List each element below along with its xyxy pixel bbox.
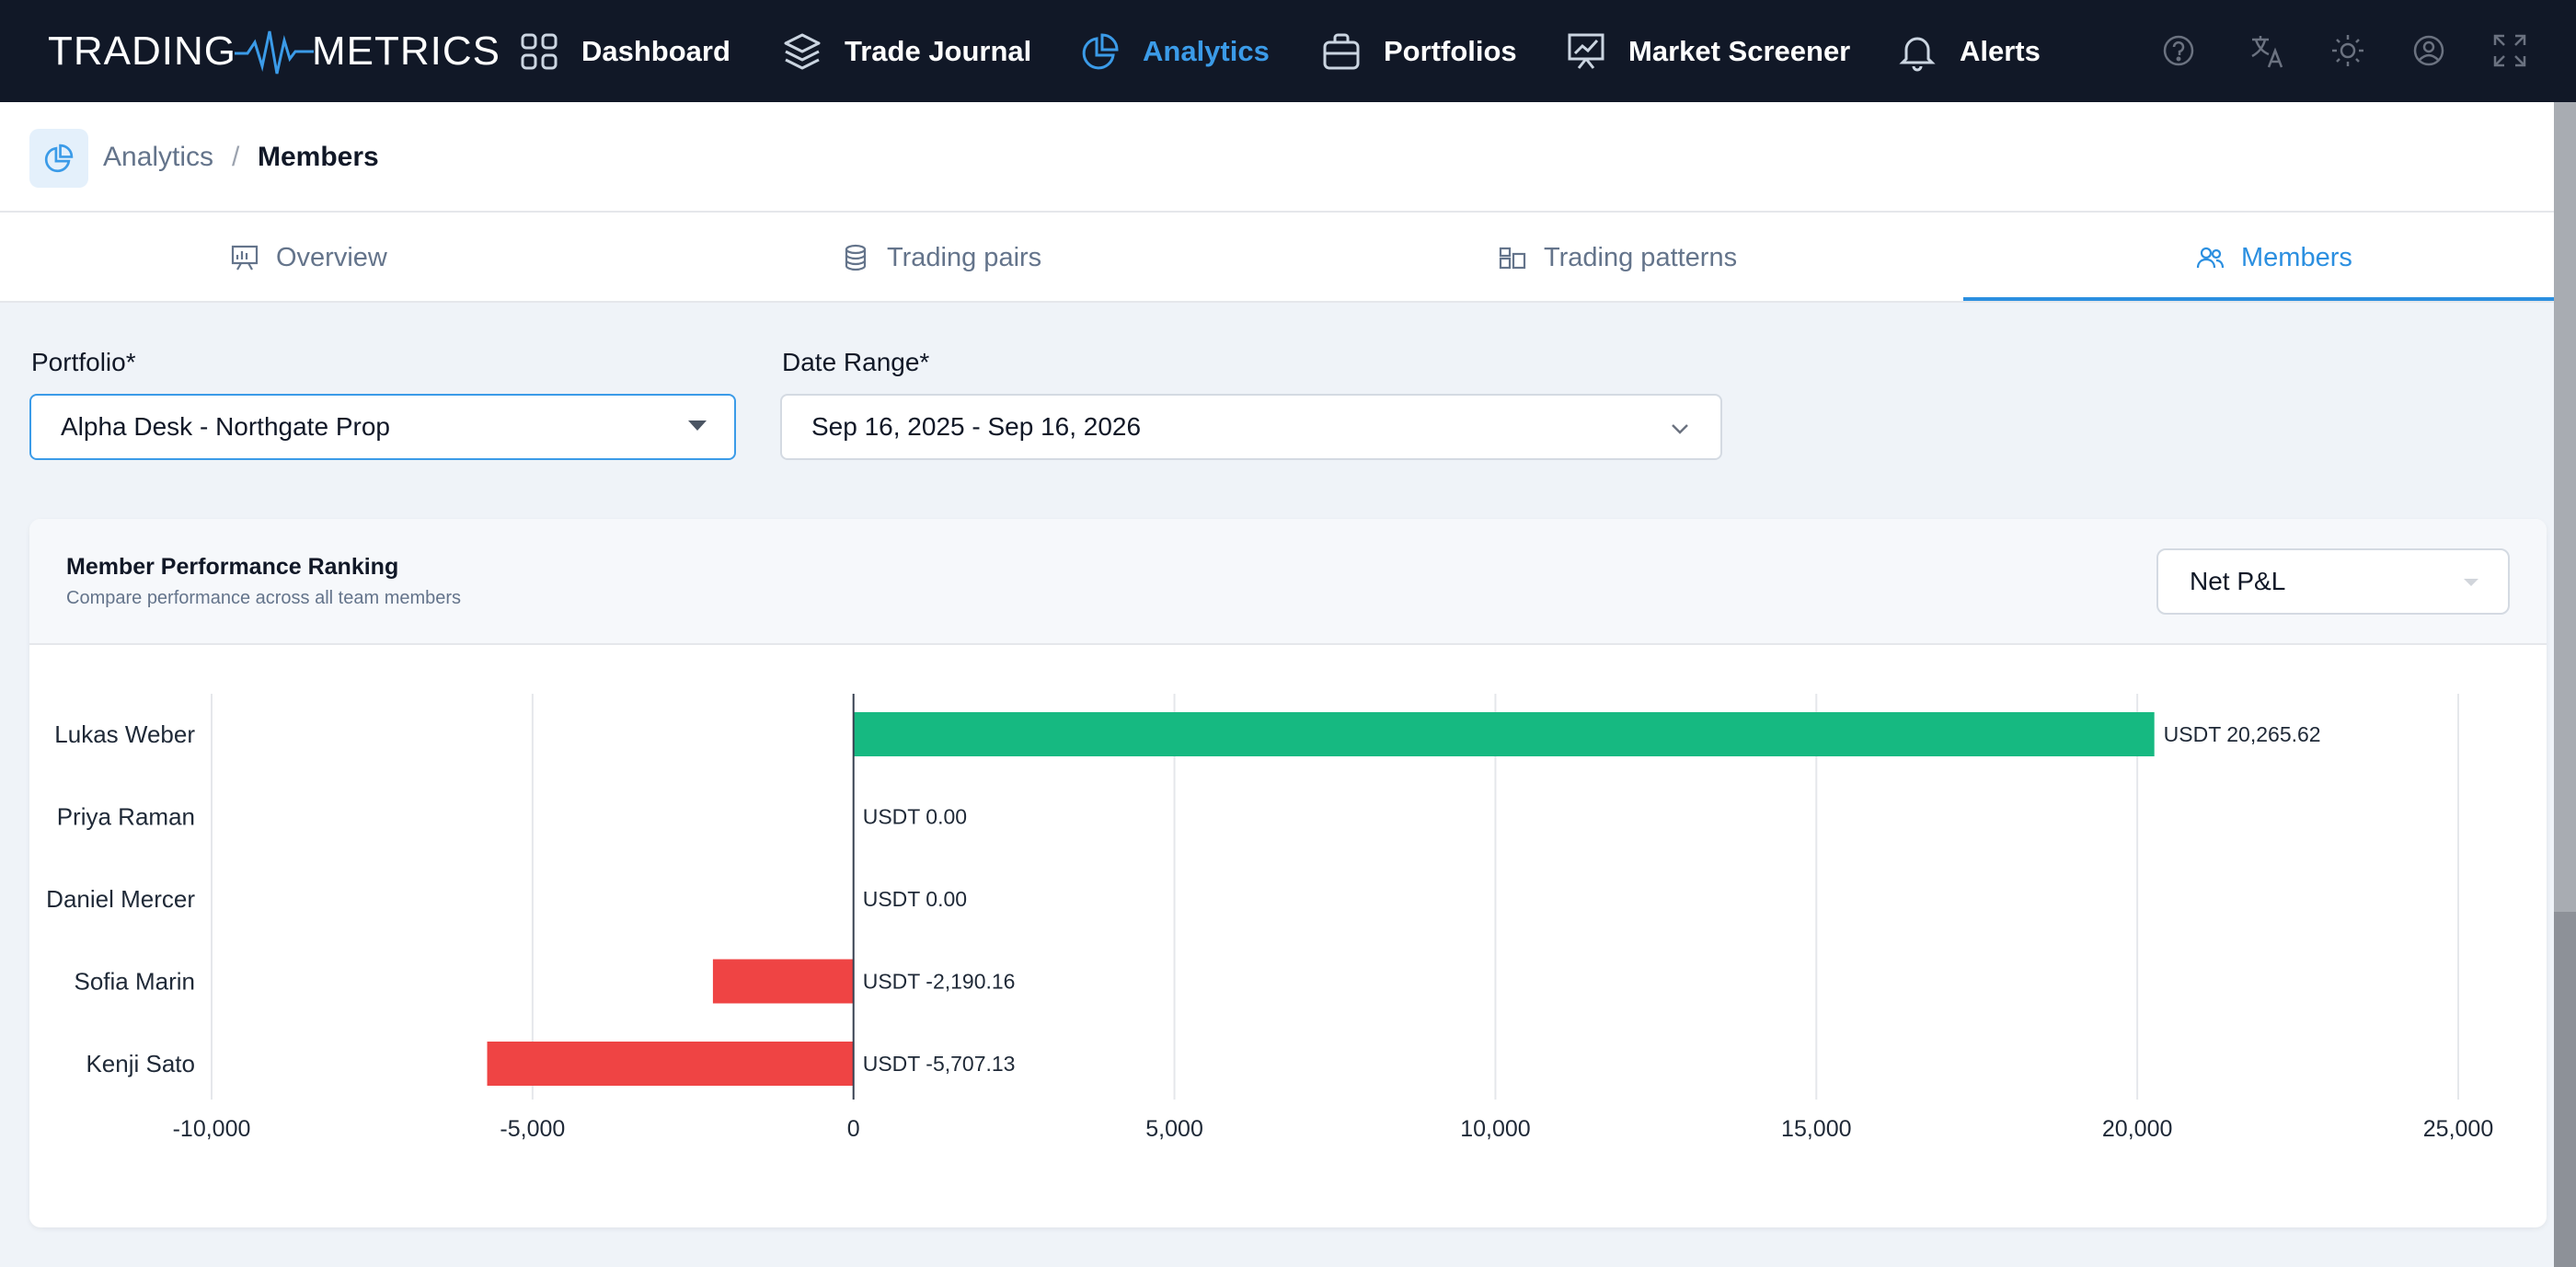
tab-label: Overview: [276, 242, 387, 272]
fullscreen-icon[interactable]: [2490, 30, 2530, 71]
chevron-down-icon: [1672, 424, 1688, 434]
grid-icon: [521, 33, 558, 69]
tab-members[interactable]: Members: [2195, 213, 2352, 303]
tab-label: Members: [2241, 242, 2352, 272]
caret-down-icon: [688, 420, 707, 431]
portfolio-label: Portfolio*: [31, 348, 136, 376]
tab-label: Trading pairs: [887, 242, 1042, 272]
database-icon: [845, 244, 867, 271]
active-tab-indicator: [1963, 297, 2554, 301]
bell-icon: [1899, 37, 1936, 71]
nav-label: Portfolios: [1384, 34, 1517, 67]
nav-portfolios[interactable]: Portfolios: [1321, 0, 1517, 102]
nav-trade-journal[interactable]: Trade Journal: [782, 0, 1031, 102]
nav-label: Trade Journal: [845, 34, 1032, 67]
presentation-chart-icon: [1568, 33, 1604, 69]
help-icon[interactable]: [2158, 30, 2199, 71]
tab-label: Trading patterns: [1544, 242, 1738, 272]
member-performance-card: Member Performance Ranking Compare perfo…: [29, 519, 2547, 1227]
nav-alerts[interactable]: Alerts: [1897, 0, 2041, 102]
nav-label: Dashboard: [581, 34, 730, 67]
breadcrumb: Analytics / Members: [0, 102, 2554, 213]
nav-label: Analytics: [1143, 34, 1270, 67]
metric-select[interactable]: Net P&L: [2156, 548, 2510, 615]
date-range-value: Sep 16, 2025 - Sep 16, 2026: [811, 412, 1142, 441]
caret-down-icon: [2464, 579, 2478, 586]
date-range-label: Date Range*: [782, 348, 930, 376]
metric-value: Net P&L: [2190, 567, 2286, 595]
top-navbar: TRADING METRICS Dashboard Trade Journal …: [0, 0, 2576, 102]
breadcrumb-analytics[interactable]: Analytics: [103, 142, 214, 172]
users-icon: [2196, 247, 2225, 269]
tab-trading-patterns[interactable]: Trading patterns: [1498, 213, 1737, 303]
analytics-pie-icon: [29, 129, 88, 188]
translate-icon[interactable]: [2247, 30, 2287, 71]
tab-overview[interactable]: Overview: [230, 213, 387, 303]
logo-text-metrics: METRICS: [312, 28, 500, 74]
briefcase-icon: [1323, 33, 1360, 69]
scrollbar-lower-track: [2554, 912, 2576, 1267]
trading-metrics-logo[interactable]: TRADING METRICS: [48, 0, 500, 102]
analytics-tabs: Overview Trading pairs Trading patterns …: [0, 213, 2554, 303]
breadcrumb-separator: /: [232, 142, 240, 172]
nav-label: Market Screener: [1628, 34, 1851, 67]
portfolio-select[interactable]: Alpha Desk - Northgate Prop: [29, 394, 736, 460]
date-range-picker[interactable]: Sep 16, 2025 - Sep 16, 2026: [780, 394, 1722, 460]
scrollbar-thumb[interactable]: [2554, 102, 2576, 912]
presentation-icon: [231, 245, 259, 271]
nav-analytics[interactable]: Analytics: [1080, 0, 1270, 102]
card-subtitle: Compare performance across all team memb…: [66, 588, 462, 608]
card-title: Member Performance Ranking: [66, 554, 399, 580]
user-account-icon[interactable]: [2409, 30, 2449, 71]
portfolio-value: Alpha Desk - Northgate Prop: [61, 412, 390, 441]
card-header: Member Performance Ranking Compare perfo…: [29, 519, 2547, 645]
nav-label: Alerts: [1960, 34, 2041, 67]
pattern-blocks-icon: [1499, 247, 1526, 270]
theme-sun-icon[interactable]: [2328, 30, 2368, 71]
nav-market-screener[interactable]: Market Screener: [1566, 0, 1850, 102]
tab-trading-pairs[interactable]: Trading pairs: [841, 213, 1041, 303]
logo-wave-icon: [235, 30, 314, 74]
logo-text-trading: TRADING: [48, 28, 236, 74]
breadcrumb-current: Members: [258, 142, 379, 172]
nav-dashboard[interactable]: Dashboard: [519, 0, 730, 102]
pie-chart-icon: [1082, 32, 1119, 69]
layers-icon: [784, 33, 821, 69]
